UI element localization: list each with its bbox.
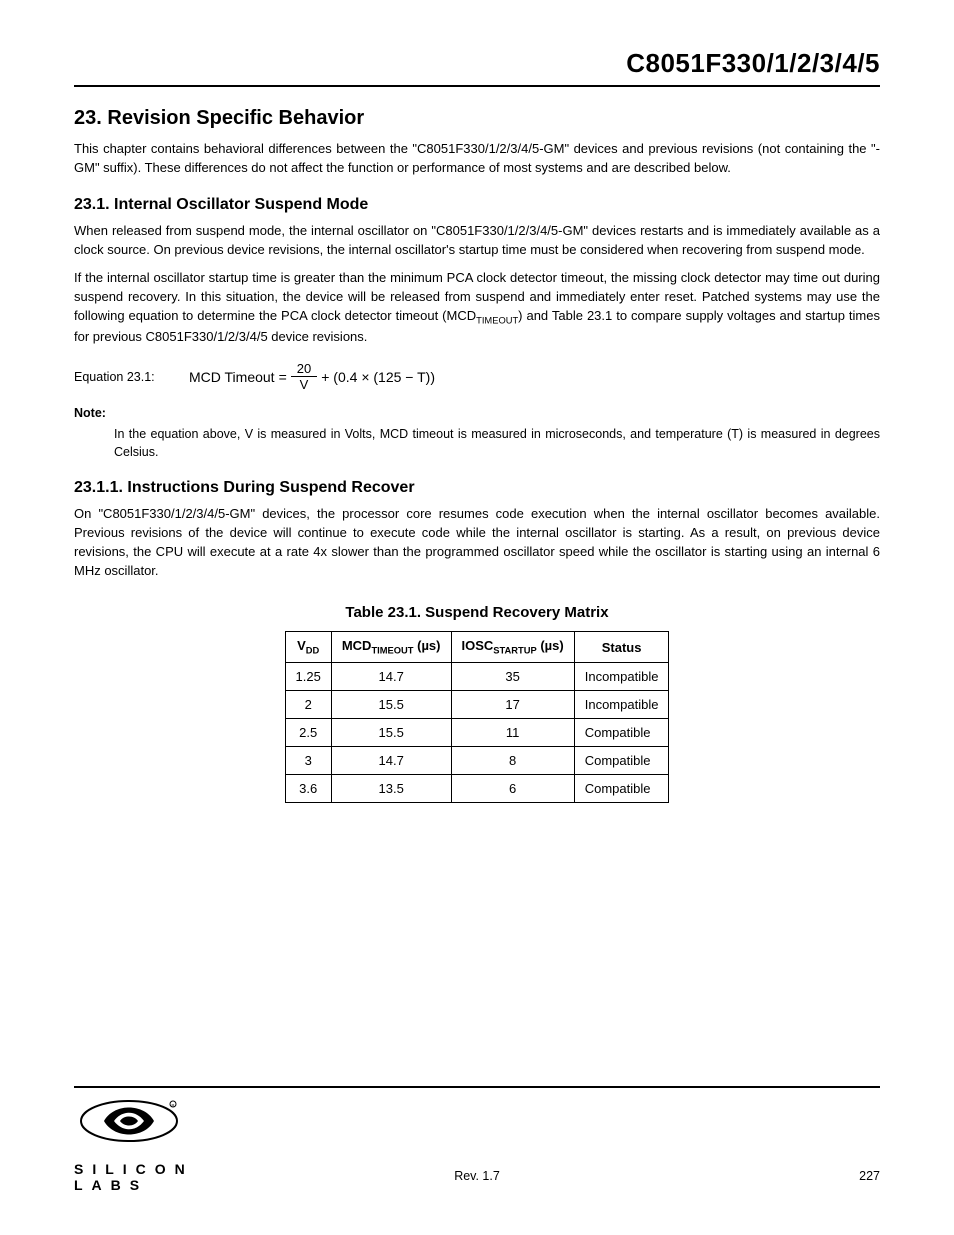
section-title: Revision Specific Behavior — [107, 107, 364, 129]
eq-fraction: 20 V — [291, 361, 317, 392]
logo-text: SILICON LABS — [74, 1161, 214, 1193]
subsection-number: 23.1. — [74, 196, 110, 213]
subsection2-title: Instructions During Suspend Recover — [127, 479, 414, 496]
eq-tail: + (0.4 × (125 − T)) — [321, 369, 435, 385]
eq-numerator: 20 — [291, 361, 317, 377]
page-header: C8051F330/1/2/3/4/5 — [74, 48, 880, 87]
table-caption: Table 23.1. Suspend Recovery Matrix — [74, 604, 880, 621]
eq-denominator: V — [294, 377, 315, 392]
paragraph-2: If the internal oscillator startup time … — [74, 269, 880, 347]
footer-row: R SILICON LABS Rev. 1.7 227 — [74, 1098, 880, 1193]
section-body: 23. Revision Specific Behavior This chap… — [74, 107, 880, 803]
note-body: In the equation above, V is measured in … — [114, 426, 880, 461]
product-title: C8051F330/1/2/3/4/5 — [626, 48, 880, 78]
subsection2-heading: 23.1.1. Instructions During Suspend Reco… — [74, 479, 880, 497]
section-number: 23. — [74, 107, 102, 129]
silicon-labs-logo: R SILICON LABS — [74, 1098, 214, 1193]
eq-equals: = — [279, 369, 287, 385]
paragraph-3: On "C8051F330/1/2/3/4/5-GM" devices, the… — [74, 505, 880, 580]
equation-label: Equation 23.1: — [74, 370, 189, 384]
col-vdd: VDD — [285, 632, 331, 663]
subsection2-number: 23.1.1. — [74, 479, 123, 496]
equation-row: Equation 23.1: MCD Timeout = 20 V + (0.4… — [74, 361, 880, 392]
table-row: 215.517Incompatible — [285, 691, 669, 719]
table-row: 314.78Compatible — [285, 747, 669, 775]
revision-text: Rev. 1.7 — [214, 1169, 740, 1193]
recovery-matrix-table: VDD MCDTIMEOUT (µs) IOSCSTARTUP (µs) Sta… — [285, 631, 670, 803]
page-footer: R SILICON LABS Rev. 1.7 227 — [74, 1086, 880, 1193]
table-row: 1.2514.735Incompatible — [285, 663, 669, 691]
svg-text:R: R — [172, 1103, 175, 1108]
table-body: 1.2514.735Incompatible 215.517Incompatib… — [285, 663, 669, 803]
page-number: 227 — [740, 1169, 880, 1193]
footer-rule — [74, 1086, 880, 1088]
mcd-sub: TIMEOUT — [476, 316, 518, 326]
subsection-title: Internal Oscillator Suspend Mode — [114, 196, 368, 213]
page: C8051F330/1/2/3/4/5 23. Revision Specifi… — [0, 0, 954, 1235]
eq-lhs: MCD Timeout — [189, 369, 275, 385]
table-header-row: VDD MCDTIMEOUT (µs) IOSCSTARTUP (µs) Sta… — [285, 632, 669, 663]
equation-body: MCD Timeout = 20 V + (0.4 × (125 − T)) — [189, 361, 435, 392]
col-mcd: MCDTIMEOUT (µs) — [331, 632, 451, 663]
subsection-heading: 23.1. Internal Oscillator Suspend Mode — [74, 196, 880, 214]
table-row: 3.613.56Compatible — [285, 775, 669, 803]
col-iosc: IOSCSTARTUP (µs) — [451, 632, 574, 663]
paragraph-1: When released from suspend mode, the int… — [74, 222, 880, 260]
logo-icon: R — [74, 1098, 184, 1154]
col-status: Status — [574, 632, 669, 663]
table-row: 2.515.511Compatible — [285, 719, 669, 747]
section-heading: 23. Revision Specific Behavior — [74, 107, 880, 130]
intro-paragraph: This chapter contains behavioral differe… — [74, 140, 880, 178]
note-label: Note: — [74, 406, 880, 420]
